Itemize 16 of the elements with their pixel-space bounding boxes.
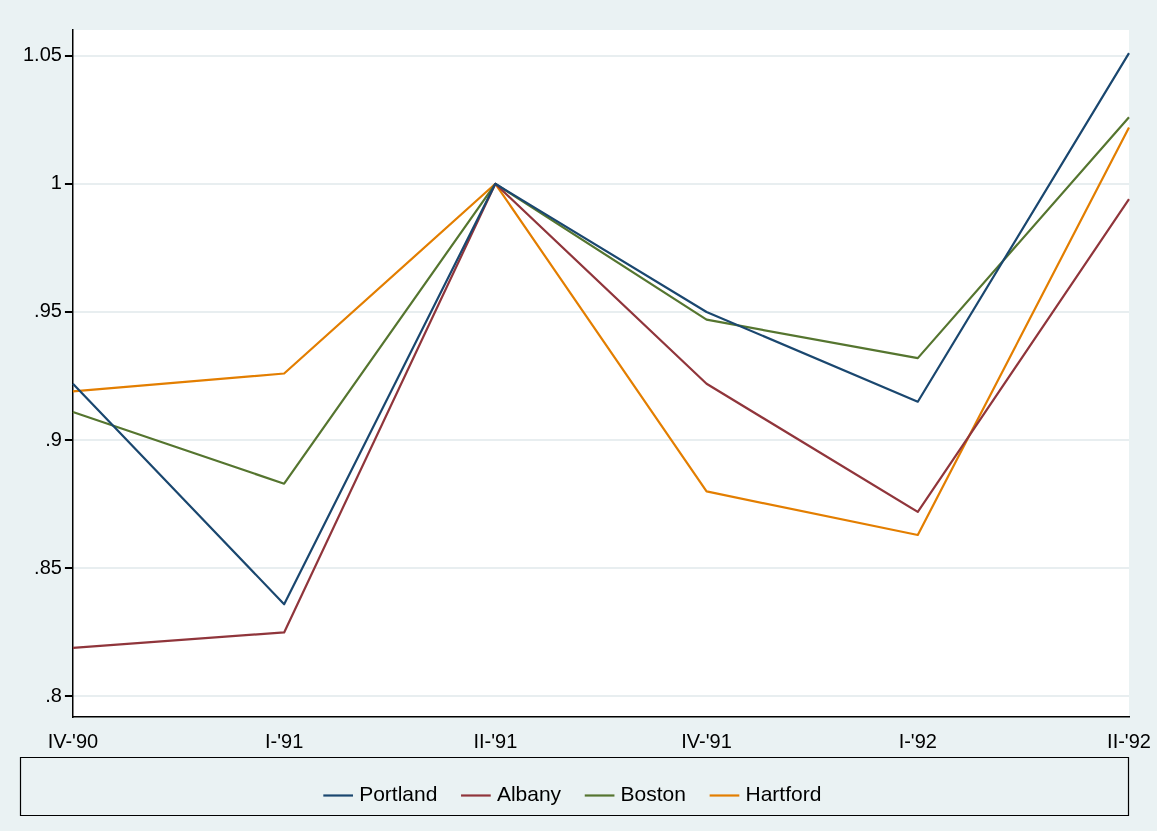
y-tick-label: 1.05	[22, 43, 62, 66]
legend-label: Albany	[496, 782, 562, 806]
x-tick-label: I-'91	[265, 729, 304, 752]
y-tick-label: .85	[34, 555, 62, 578]
legend-label: Portland	[359, 782, 438, 806]
legend-label: Boston	[620, 782, 686, 806]
x-tick-label: I-'92	[898, 729, 937, 752]
legend-label: Hartford	[745, 782, 822, 806]
x-tick-label: II-'92	[1107, 729, 1151, 752]
y-tick-label: .95	[34, 299, 62, 322]
y-tick-label: .9	[45, 427, 62, 450]
y-tick-label: 1	[50, 171, 62, 194]
x-tick-label: IV-'91	[681, 729, 732, 752]
y-tick-label: .8	[45, 684, 62, 707]
x-tick-label: IV-'90	[47, 729, 99, 752]
x-tick-label: II-'91	[473, 729, 518, 752]
